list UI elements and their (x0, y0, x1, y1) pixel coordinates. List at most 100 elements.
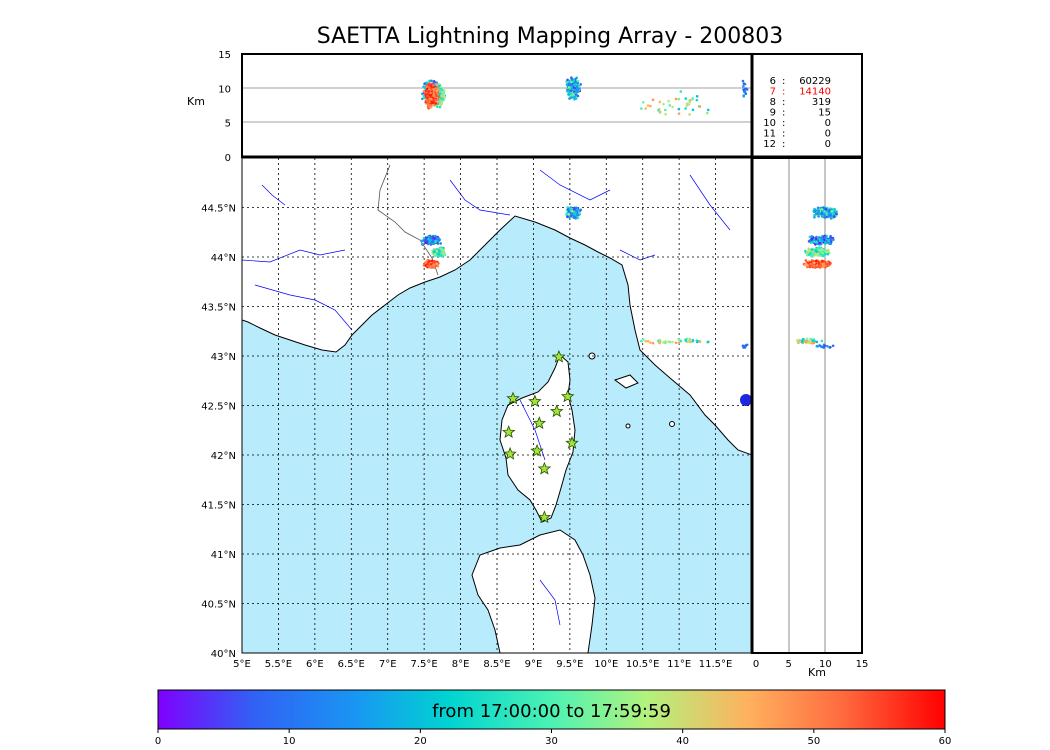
lightning-source (671, 340, 674, 344)
lightning-source-altitude (434, 94, 438, 97)
lightning-source (679, 339, 683, 343)
station-star-icon (549, 404, 564, 418)
lightning-source-side (825, 240, 828, 243)
lightning-source (568, 216, 571, 219)
count-separator: : (782, 108, 785, 119)
lightning-source (427, 260, 431, 263)
lightning-source (570, 212, 574, 216)
lon-tick-label: 10°E (594, 659, 618, 670)
lightning-source (430, 259, 434, 263)
count-stations: 11 (763, 129, 776, 140)
lightning-source-side (831, 344, 835, 348)
altitude-ytick-label: 15 (218, 50, 231, 61)
lightning-source-altitude (570, 76, 573, 80)
lightning-source-altitude (741, 79, 745, 83)
lightning-source (667, 340, 670, 344)
lightning-source-side (820, 339, 824, 343)
lightning-source-altitude (579, 83, 583, 86)
lightning-source (424, 238, 427, 241)
lightning-source-side (817, 262, 821, 266)
lat-tick-label: 41.5°N (201, 501, 236, 512)
lightning-source (435, 262, 439, 266)
lightning-source (575, 209, 578, 212)
lightning-source-altitude (442, 98, 445, 101)
map-panel: 5°E 5.5°E 6°E 6.5°E 7°E 7.5°E 8°E 8.5°E 9°E 9.5°E… (201, 157, 753, 670)
lightning-source-altitude (663, 108, 667, 112)
lma-stations (501, 349, 579, 524)
lightning-source-altitude (423, 86, 427, 90)
lightning-source (438, 249, 441, 253)
sardinia-island (471, 529, 596, 653)
lightning-source-altitude (568, 97, 571, 100)
lightning-source (566, 206, 570, 209)
lightning-source-side (808, 235, 812, 239)
lightning-source-altitude (427, 83, 431, 86)
lightning-source-altitude (566, 89, 570, 93)
lightning-source-altitude (644, 107, 647, 110)
lightning-source-side (817, 209, 820, 212)
lightning-source-altitude (567, 83, 571, 87)
lightning-source-altitude (426, 92, 430, 96)
lightning-source (431, 235, 435, 239)
lightning-source-altitude (572, 86, 576, 89)
lat-tick-label: 41°N (211, 550, 236, 561)
lightning-source-altitude (667, 99, 670, 103)
lightning-source-altitude (434, 82, 438, 86)
lon-tick-label: 9°E (525, 659, 543, 670)
lightning-source-altitude (572, 83, 576, 86)
lightning-source-altitude (439, 103, 443, 107)
lightning-source (649, 341, 652, 344)
lightning-source-side (798, 340, 802, 343)
side-xtick-label: 15 (856, 659, 869, 670)
lightning-source-side (821, 262, 824, 266)
lightning-source-side (827, 241, 831, 245)
lightning-source-altitude (431, 103, 435, 107)
altitude-panel: 15 10 5 0 Km (187, 50, 753, 164)
altitude-area (242, 54, 752, 157)
lightning-source-altitude (430, 79, 433, 83)
count-separator: : (782, 87, 785, 98)
lightning-source (641, 338, 645, 341)
lat-tick-label: 43°N (211, 352, 236, 363)
lightning-source-altitude (426, 103, 430, 106)
lightning-source-altitude (743, 90, 747, 94)
lightning-source-altitude (565, 83, 569, 87)
count-value: 0 (825, 139, 831, 150)
altitude-ylabel: Km (187, 95, 205, 108)
lightning-source-altitude (573, 97, 576, 101)
lon-tick-label: 10.5°E (626, 659, 660, 670)
lightning-source-altitude (432, 88, 436, 92)
lightning-source-altitude (640, 107, 643, 110)
lightning-source-altitude (658, 110, 662, 114)
lightning-source-side (820, 210, 824, 213)
lightning-source-altitude (649, 104, 652, 108)
side-lightning-points (796, 206, 838, 349)
lightning-source-side (804, 340, 808, 343)
colorbar-tick-label: 10 (283, 736, 296, 747)
count-value: 0 (825, 118, 831, 129)
country-border (377, 164, 439, 276)
lon-tick-label: 5°E (233, 659, 251, 670)
side-xticks: 0 5 10 15 (753, 659, 869, 670)
lightning-source-altitude (567, 86, 571, 89)
lightning-source-side (835, 212, 838, 216)
lightning-source (436, 242, 440, 245)
lightning-source (576, 213, 580, 217)
lightning-source-altitude (691, 97, 695, 101)
count-separator: : (782, 129, 785, 140)
lightning-source-altitude (570, 80, 573, 84)
lightning-source-side (801, 340, 804, 344)
lightning-source-side (815, 259, 818, 263)
count-separator: : (782, 76, 785, 87)
lightning-source-altitude (662, 102, 665, 106)
lightning-source-altitude (429, 106, 433, 109)
lightning-source-altitude (434, 102, 438, 105)
lightning-source-altitude (439, 88, 443, 92)
lon-tick-label: 11°E (667, 659, 691, 670)
colorbar-tick-label: 50 (807, 736, 820, 747)
count-separator: : (782, 118, 785, 129)
lon-tick-label: 7.5°E (411, 659, 438, 670)
lightning-source-altitude (435, 89, 439, 93)
lightning-source-altitude (425, 96, 429, 100)
lightning-source-side (821, 254, 825, 258)
